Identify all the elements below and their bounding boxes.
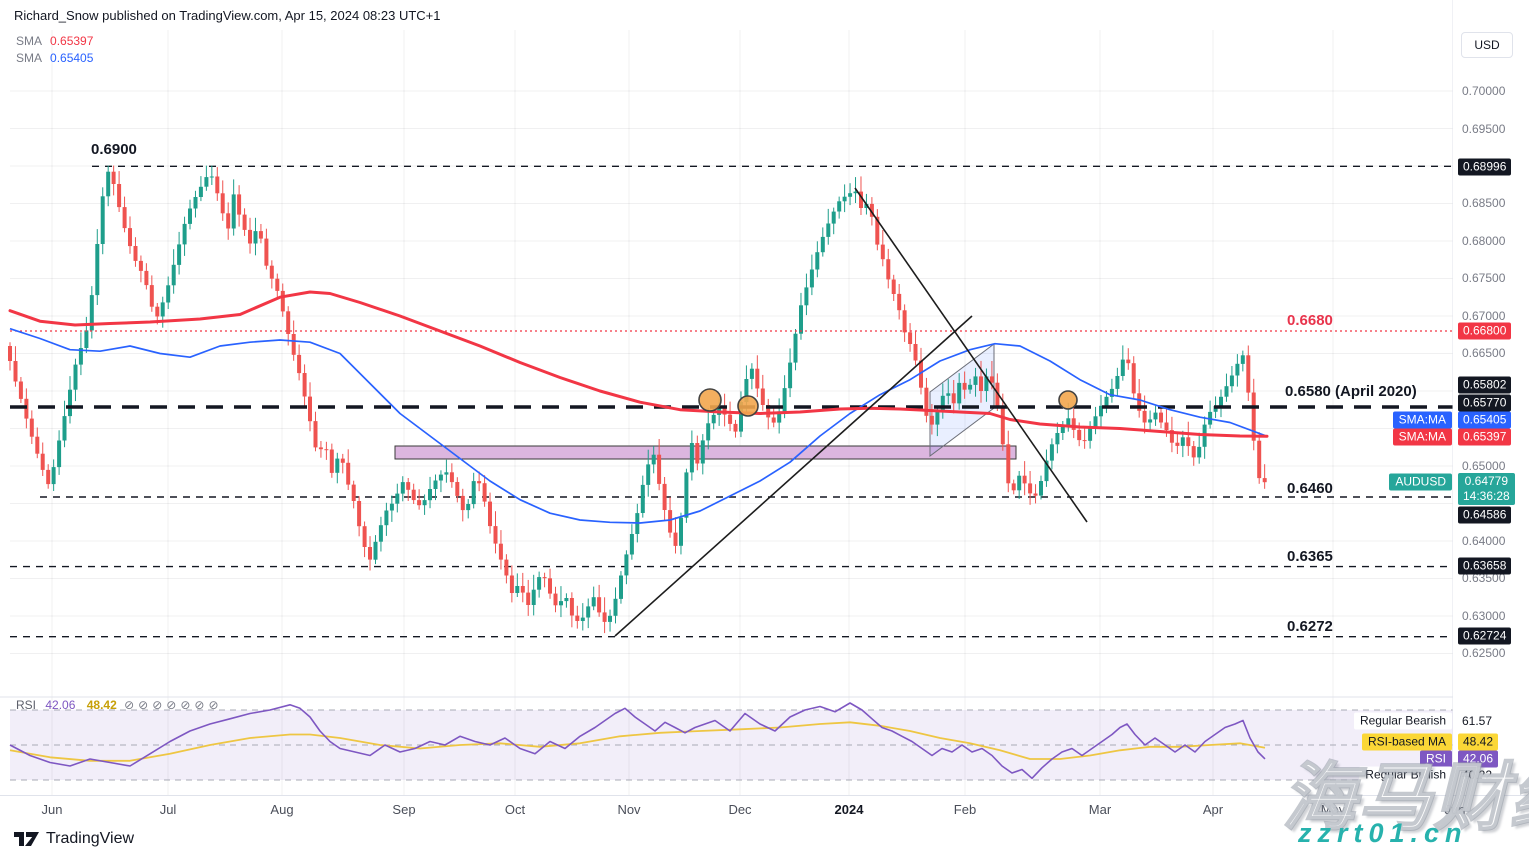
rsi-ma-value: 48.42 bbox=[86, 698, 117, 712]
sma-legend-row: SMA 0.65405 bbox=[16, 51, 93, 65]
divergence-toggle-icon[interactable]: ⊘ bbox=[152, 698, 163, 712]
divergence-toggle-icon[interactable]: ⊘ bbox=[194, 698, 205, 712]
price-tick-label: 0.70000 bbox=[1462, 84, 1506, 98]
series-name-badge: RSI-based MA bbox=[1361, 733, 1452, 751]
time-tick-label: Sep bbox=[392, 802, 416, 817]
divergence-toggle-icon[interactable]: ⊘ bbox=[180, 698, 191, 712]
time-tick-label: Jun bbox=[1444, 802, 1466, 817]
price-tick-label: 0.68500 bbox=[1462, 196, 1506, 210]
series-name-badge: SMA:MA bbox=[1392, 411, 1452, 429]
tradingview-logo-icon bbox=[14, 831, 39, 846]
level-annotation: 0.6365 bbox=[1287, 548, 1333, 565]
divergence-toggle-icon[interactable]: ⊘ bbox=[138, 698, 149, 712]
time-tick-label: Dec bbox=[728, 802, 752, 817]
series-name-badge: AUDUSD bbox=[1389, 473, 1452, 491]
price-axis-badge: 0.64586 bbox=[1458, 506, 1512, 524]
publish-attribution: Richard_Snow published on TradingView.co… bbox=[14, 8, 441, 23]
price-axis-badge: 0.68996 bbox=[1458, 158, 1512, 176]
price-axis-badge: 0.65405 bbox=[1458, 411, 1512, 429]
series-name-badge: SMA:MA bbox=[1392, 428, 1452, 446]
divergence-toggle-icon[interactable]: ⊘ bbox=[124, 698, 135, 712]
price-axis-badge: 40.22 bbox=[1462, 768, 1493, 782]
rsi-value: 42.06 bbox=[45, 698, 76, 712]
sma-legend-value: 0.65397 bbox=[50, 34, 94, 48]
time-tick-label: Nov bbox=[617, 802, 641, 817]
time-tick-label: Mar bbox=[1088, 802, 1112, 817]
time-tick-label: Jun bbox=[41, 802, 63, 817]
divergence-toggle-icon[interactable]: ⊘ bbox=[208, 698, 219, 712]
price-axis-badge: 0.65770 bbox=[1458, 394, 1512, 412]
countdown-timer: 14:36:28 bbox=[1463, 489, 1510, 503]
time-tick-label: Aug bbox=[270, 802, 294, 817]
price-axis-badge: 61.57 bbox=[1462, 714, 1493, 728]
level-annotation: 0.6580 (April 2020) bbox=[1285, 383, 1417, 400]
tradingview-logo-text: TradingView bbox=[46, 830, 135, 847]
currency-button[interactable]: USD bbox=[1461, 32, 1513, 58]
tradingview-logo[interactable]: TradingView bbox=[14, 830, 134, 848]
price-tick-label: 0.63500 bbox=[1462, 571, 1506, 585]
divergence-toggle-icon[interactable]: ⊘ bbox=[166, 698, 177, 712]
watermark-url: zzrt01.cn bbox=[1298, 818, 1468, 848]
time-tick-label: Jul bbox=[159, 802, 177, 817]
sma-legend-value: 0.65405 bbox=[50, 51, 94, 65]
price-tick-label: 0.69500 bbox=[1462, 122, 1506, 136]
rsi-divergence-icons[interactable]: ⊘ ⊘ ⊘ ⊘ ⊘ ⊘ ⊘ bbox=[120, 698, 218, 712]
price-tick-label: 0.64000 bbox=[1462, 534, 1506, 548]
price-tick-label: 0.68000 bbox=[1462, 234, 1506, 248]
time-tick-label: Feb bbox=[953, 802, 977, 817]
price-axis-badge: 0.66800 bbox=[1458, 322, 1512, 340]
price-axis-badge: 42.06 bbox=[1458, 750, 1499, 768]
rsi-pane-legend: RSI 42.06 48.42 ⊘ ⊘ ⊘ ⊘ ⊘ ⊘ ⊘ bbox=[16, 698, 219, 712]
series-name-badge: RSI bbox=[1419, 750, 1452, 768]
time-tick-label: May bbox=[1320, 802, 1346, 817]
level-annotation: 0.6900 bbox=[91, 141, 137, 158]
price-axis-badge: 0.64779 14:36:28 bbox=[1458, 473, 1515, 505]
price-axis-badge: 0.65397 bbox=[1458, 428, 1512, 446]
price-tick-label: 0.63000 bbox=[1462, 609, 1506, 623]
sma-legend-label: SMA bbox=[16, 34, 43, 48]
price-tick-label: 0.67500 bbox=[1462, 271, 1506, 285]
price-tick-label: 0.62500 bbox=[1462, 646, 1506, 660]
price-axis-badge: 0.65802 bbox=[1458, 376, 1512, 394]
price-axis-badge: 48.42 bbox=[1458, 733, 1499, 751]
rsi-label: RSI bbox=[16, 698, 37, 712]
price-tick-label: 0.66500 bbox=[1462, 346, 1506, 360]
time-tick-label: Apr bbox=[1202, 802, 1224, 817]
price-axis-badge: 0.62724 bbox=[1458, 627, 1512, 645]
level-annotation: 0.6680 bbox=[1287, 312, 1333, 329]
time-tick-label: 2024 bbox=[834, 802, 864, 817]
price-tick-label: 0.67000 bbox=[1462, 309, 1506, 323]
footer-bar: TradingView bbox=[0, 823, 1529, 856]
level-annotation: 0.6460 bbox=[1287, 480, 1333, 497]
price-axis-badge: 0.63658 bbox=[1458, 557, 1512, 575]
time-tick-label: Oct bbox=[504, 802, 526, 817]
series-name-badge: Regular Bearish bbox=[1353, 712, 1452, 730]
price-scale[interactable]: 0.70000 0.69500 0.68500 0.68000 0.67500 0.670… bbox=[1453, 0, 1529, 822]
sma-legend-row: SMA 0.65397 bbox=[16, 34, 93, 48]
price-tick-label: 0.65000 bbox=[1462, 459, 1506, 473]
chart-canvas[interactable] bbox=[0, 0, 1529, 822]
sma-legend-label: SMA bbox=[16, 51, 43, 65]
watermark-text: 海马财经 bbox=[1281, 755, 1529, 840]
series-name-badge: Regular Bullish bbox=[1359, 766, 1452, 784]
level-annotation: 0.6272 bbox=[1287, 618, 1333, 635]
